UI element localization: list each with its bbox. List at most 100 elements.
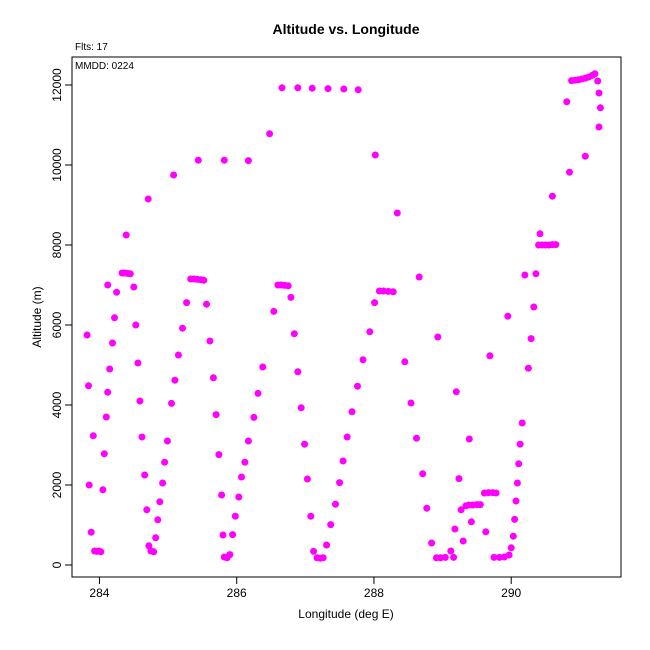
data-point — [428, 539, 436, 547]
data-point — [457, 506, 465, 514]
data-point — [250, 413, 258, 421]
data-point — [132, 321, 140, 329]
data-point — [174, 351, 182, 359]
data-point — [219, 531, 227, 539]
data-point — [203, 300, 210, 308]
data-point — [297, 404, 305, 412]
x-tick-label: 288 — [364, 586, 384, 600]
data-point — [150, 548, 158, 556]
data-point — [507, 544, 515, 552]
data-point — [97, 548, 105, 556]
data-point — [596, 104, 604, 112]
data-point — [504, 312, 512, 320]
data-point — [434, 333, 442, 341]
x-axis-label: Longitude (deg E) — [298, 607, 393, 621]
data-point — [490, 553, 498, 561]
data-point — [548, 192, 556, 200]
data-point — [455, 475, 463, 483]
data-point — [229, 531, 237, 539]
data-point — [459, 537, 467, 545]
data-point — [294, 84, 302, 92]
data-point — [532, 270, 540, 278]
data-point — [524, 364, 532, 372]
data-point — [89, 432, 97, 440]
data-point — [104, 281, 112, 289]
data-point — [259, 363, 267, 371]
data-point — [254, 389, 262, 397]
data-point — [595, 89, 603, 97]
data-point — [99, 486, 107, 494]
data-point — [513, 479, 521, 487]
y-tick-label: 10000 — [50, 148, 64, 182]
data-point — [136, 397, 144, 405]
data-point — [563, 98, 571, 106]
y-tick-label: 4000 — [50, 391, 64, 418]
data-point — [156, 498, 164, 506]
y-tick-label: 2000 — [50, 471, 64, 498]
data-point — [83, 331, 91, 339]
data-point — [371, 299, 379, 307]
data-point — [393, 209, 401, 217]
data-point — [348, 408, 356, 416]
data-point — [447, 547, 455, 555]
data-point — [284, 282, 292, 290]
data-point — [163, 437, 171, 445]
data-point — [235, 493, 243, 501]
data-point — [505, 551, 513, 559]
data-point — [509, 532, 517, 540]
data-point — [518, 419, 526, 427]
data-point — [290, 330, 298, 338]
data-point — [100, 450, 108, 458]
data-point — [104, 388, 112, 396]
data-point — [278, 84, 286, 92]
data-point — [109, 339, 116, 347]
data-point — [511, 515, 519, 523]
flights-annotation: Flts: 17 — [75, 42, 108, 53]
data-point — [244, 157, 252, 165]
x-axis: 284 286 288 290 — [89, 576, 522, 600]
data-point — [170, 171, 178, 179]
data-point — [354, 382, 361, 390]
data-point — [521, 271, 529, 279]
data-point — [419, 470, 427, 478]
data-point — [516, 440, 524, 448]
data-point — [407, 399, 415, 407]
data-point — [168, 399, 175, 407]
data-point — [354, 86, 362, 94]
data-point — [179, 324, 186, 332]
data-point — [231, 512, 239, 520]
data-point — [308, 84, 316, 92]
data-point — [450, 553, 458, 561]
data-point — [141, 471, 149, 479]
data-point — [486, 352, 494, 360]
data-point — [413, 434, 420, 442]
data-point — [266, 130, 274, 138]
data-point — [492, 489, 500, 497]
data-point — [161, 458, 169, 466]
data-point — [301, 440, 309, 448]
data-point — [536, 230, 544, 238]
data-point — [113, 288, 121, 296]
data-point — [482, 528, 490, 536]
data-point — [595, 123, 603, 131]
data-point — [515, 460, 523, 468]
data-point — [512, 497, 520, 505]
data-point — [323, 541, 331, 549]
data-point — [183, 299, 191, 307]
data-point — [451, 525, 459, 533]
y-tick-label: 6000 — [50, 311, 64, 338]
data-points — [83, 70, 604, 562]
data-point — [126, 270, 134, 278]
y-axis-label: Altitude (m) — [30, 286, 44, 347]
data-point — [102, 413, 110, 421]
data-point — [324, 85, 332, 93]
data-point — [401, 358, 409, 366]
data-point — [134, 359, 142, 367]
data-point — [106, 365, 114, 373]
data-point — [171, 376, 179, 384]
data-point — [215, 451, 223, 459]
data-point — [85, 481, 93, 489]
data-point — [327, 521, 335, 529]
